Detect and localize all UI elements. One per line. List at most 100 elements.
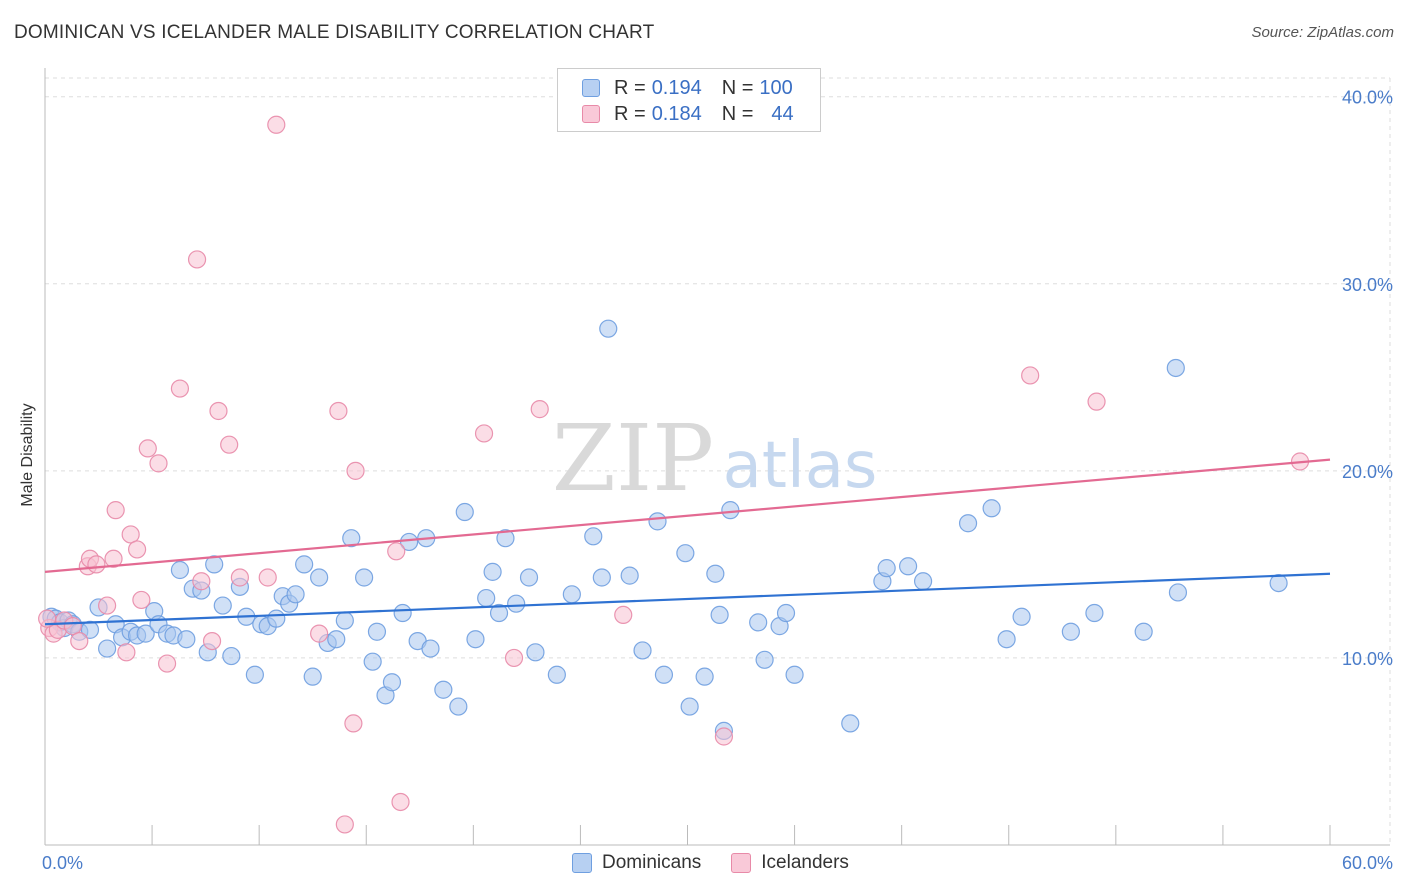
data-points <box>38 115 1310 834</box>
point-dominicans-44 <box>363 652 382 671</box>
point-dominicans-49 <box>399 532 419 552</box>
point-dominicans-68 <box>599 319 618 338</box>
point-dominicans-62 <box>519 568 539 587</box>
r-label: R = <box>614 102 646 125</box>
point-dominicans-29 <box>245 665 264 684</box>
point-dominicans-91 <box>982 499 1001 518</box>
point-dominicans-52 <box>421 639 440 658</box>
point-dominicans-95 <box>1085 603 1104 623</box>
point-icelanders-5 <box>70 631 89 651</box>
r-value: 0.194 <box>651 76 702 99</box>
point-dominicans-67 <box>592 568 611 587</box>
point-dominicans-85 <box>841 714 860 733</box>
point-icelanders-33 <box>387 542 406 561</box>
watermark: ZIP atlas <box>552 405 877 512</box>
point-dominicans-70 <box>633 641 652 660</box>
point-dominicans-60 <box>496 529 515 548</box>
series-legend: Dominicans Icelanders <box>572 852 879 874</box>
n-label: N = <box>721 102 754 125</box>
point-dominicans-81 <box>755 650 774 669</box>
stats-row-icelanders: R = 0.184 N = 44 <box>582 101 794 127</box>
point-icelanders-34 <box>391 792 410 812</box>
point-dominicans-93 <box>1012 607 1031 626</box>
point-dominicans-32 <box>267 609 286 628</box>
source-label: Source: ZipAtlas.com <box>1251 24 1394 41</box>
point-icelanders-22 <box>202 631 222 651</box>
legend-item-icelanders[interactable]: Icelanders <box>731 852 849 874</box>
point-dominicans-48 <box>393 603 412 623</box>
point-dominicans-90 <box>958 514 978 533</box>
point-dominicans-20 <box>177 630 196 649</box>
point-dominicans-79 <box>721 501 740 520</box>
point-dominicans-87 <box>877 559 896 578</box>
point-dominicans-83 <box>776 603 796 623</box>
n-value: 44 <box>771 102 794 125</box>
point-icelanders-8 <box>87 555 106 574</box>
point-dominicans-7 <box>80 620 100 639</box>
point-icelanders-36 <box>504 648 524 668</box>
legend-item-dominicans[interactable]: Dominicans <box>572 852 701 874</box>
point-dominicans-96 <box>1134 622 1153 641</box>
stats-row-dominicans: R = 0.194 N = 100 <box>582 75 793 101</box>
x-tick-label-min: 0.0% <box>42 853 83 873</box>
point-dominicans-40 <box>327 630 346 649</box>
point-dominicans-45 <box>367 622 387 641</box>
point-dominicans-47 <box>382 673 402 692</box>
point-icelanders-16 <box>138 439 157 458</box>
point-dominicans-61 <box>507 594 526 613</box>
point-dominicans-74 <box>680 697 699 716</box>
point-dominicans-42 <box>342 529 361 548</box>
point-icelanders-11 <box>106 501 125 520</box>
n-value: 100 <box>759 76 793 99</box>
point-dominicans-53 <box>434 680 453 699</box>
point-dominicans-38 <box>310 568 329 587</box>
point-dominicans-63 <box>526 643 545 662</box>
point-icelanders-29 <box>329 401 348 421</box>
y-tick-label-40: 40.0% <box>1342 88 1393 108</box>
point-dominicans-69 <box>620 566 639 585</box>
point-dominicans-55 <box>455 502 474 522</box>
point-dominicans-56 <box>466 630 485 649</box>
point-dominicans-36 <box>295 555 314 574</box>
point-icelanders-35 <box>474 424 494 443</box>
watermark-zip: ZIP <box>552 405 714 512</box>
point-icelanders-40 <box>1021 366 1040 385</box>
x-tick-label-max: 60.0% <box>1342 853 1393 873</box>
dominicans-swatch <box>582 79 600 97</box>
point-dominicans-75 <box>695 667 714 686</box>
trend-line-dominicans <box>44 572 1331 626</box>
point-dominicans-80 <box>749 613 768 632</box>
icelanders-legend-swatch <box>731 853 752 873</box>
point-icelanders-27 <box>267 115 286 134</box>
point-dominicans-66 <box>584 527 603 546</box>
point-icelanders-10 <box>104 549 123 568</box>
point-dominicans-19 <box>170 560 190 580</box>
point-icelanders-17 <box>149 454 168 473</box>
y-tick-label-20: 20.0% <box>1342 462 1393 482</box>
point-dominicans-57 <box>477 588 496 608</box>
point-dominicans-59 <box>489 603 509 623</box>
point-icelanders-12 <box>117 643 136 662</box>
point-dominicans-98 <box>1168 583 1188 602</box>
point-icelanders-37 <box>530 400 549 419</box>
point-dominicans-58 <box>483 562 502 581</box>
point-icelanders-25 <box>230 568 249 587</box>
point-icelanders-26 <box>258 568 277 587</box>
point-icelanders-30 <box>335 815 354 834</box>
point-dominicans-24 <box>205 555 224 574</box>
point-dominicans-65 <box>562 585 581 604</box>
point-icelanders-28 <box>310 624 329 643</box>
r-label: R = <box>614 76 646 99</box>
y-tick-label-30: 30.0% <box>1342 275 1393 295</box>
point-dominicans-14 <box>136 624 155 643</box>
icelanders-swatch <box>582 105 600 123</box>
point-icelanders-41 <box>1087 392 1106 411</box>
point-dominicans-25 <box>213 596 232 615</box>
point-dominicans-77 <box>710 605 729 625</box>
point-icelanders-14 <box>127 540 147 559</box>
point-icelanders-13 <box>121 525 140 544</box>
tick-labels: 10.0% 20.0% 30.0% 40.0% 0.0% 60.0% <box>42 88 1393 873</box>
point-dominicans-73 <box>676 544 695 563</box>
point-dominicans-88 <box>898 557 918 576</box>
